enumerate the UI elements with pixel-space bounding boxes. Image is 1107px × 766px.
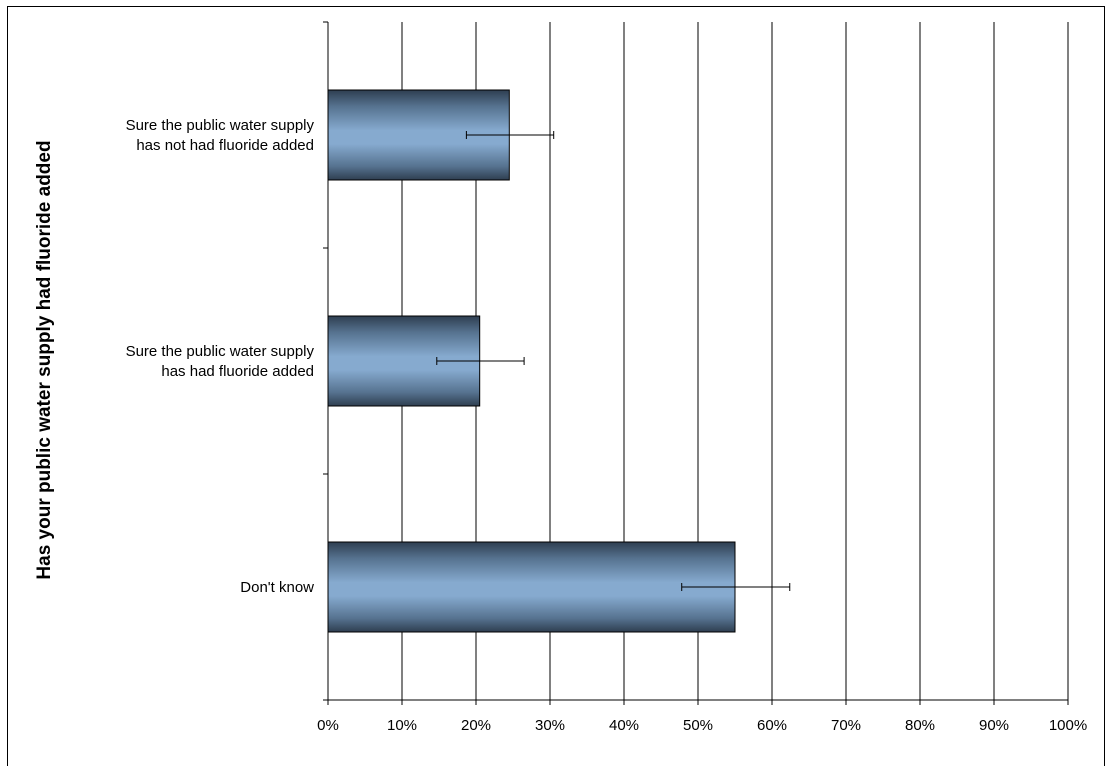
- x-tick-label: 40%: [609, 717, 639, 734]
- x-tick-label: 60%: [757, 717, 787, 734]
- labels: 0% 10% 20% 30% 40% 50% 60% 70% 80% 90% 100% Sure th…: [126, 117, 1088, 734]
- category-label-line: Sure the public water supply: [126, 117, 315, 134]
- category-label-line: Don't know: [240, 579, 314, 596]
- error-bars: [436, 131, 791, 591]
- bars: [327, 89, 736, 633]
- x-tick-label: 30%: [535, 717, 565, 734]
- x-tick-label: 10%: [387, 717, 417, 734]
- x-tick-label: 70%: [831, 717, 861, 734]
- y-axis-title: Has your public water supply had fluorid…: [34, 140, 55, 579]
- chart-frame: [7, 6, 1105, 766]
- x-tick-label: 50%: [683, 717, 713, 734]
- x-tick-label: 90%: [979, 717, 1009, 734]
- x-tick-label: 100%: [1049, 717, 1087, 734]
- category-label-line: Sure the public water supply: [126, 343, 315, 360]
- bar: [327, 541, 736, 633]
- category-label: Sure the public water supply has had fluo…: [126, 343, 315, 380]
- x-tick-label: 20%: [461, 717, 491, 734]
- category-label-line: has had fluoride added: [161, 363, 314, 380]
- category-label-line: has not had fluoride added: [136, 137, 314, 154]
- x-tick-label: 80%: [905, 717, 935, 734]
- x-tick-label: 0%: [317, 717, 339, 734]
- category-label: Sure the public water supply has not had …: [126, 117, 315, 154]
- category-label: Don't know: [240, 579, 314, 596]
